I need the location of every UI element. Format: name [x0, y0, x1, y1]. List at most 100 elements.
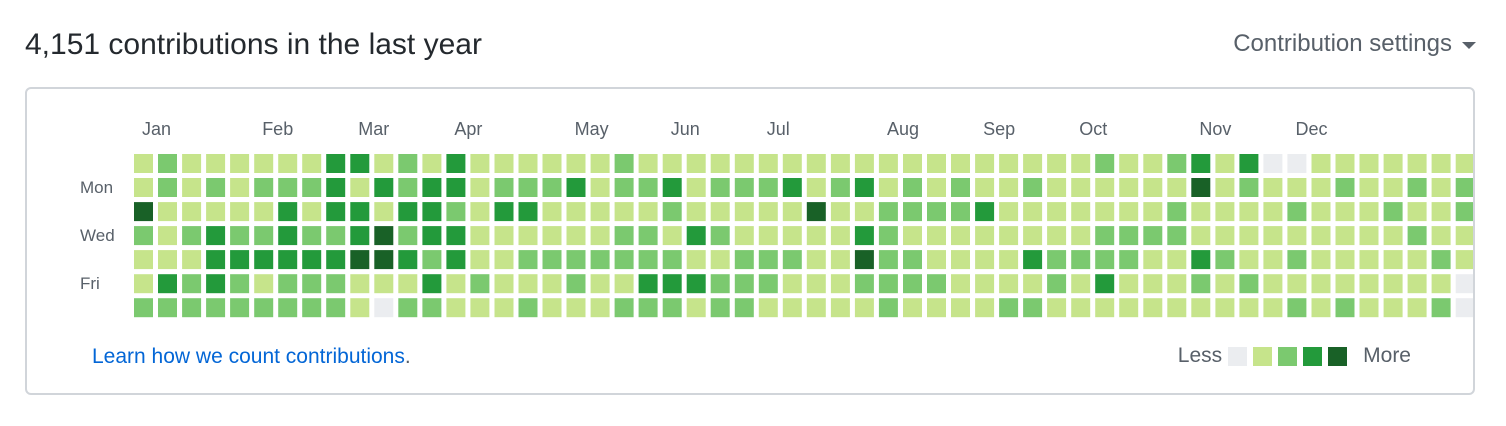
day-cell[interactable] — [782, 298, 802, 318]
day-cell[interactable] — [1335, 202, 1355, 222]
day-cell[interactable] — [1455, 274, 1473, 294]
day-cell[interactable] — [1191, 178, 1211, 197]
day-cell[interactable] — [1407, 202, 1427, 222]
day-cell[interactable] — [374, 250, 394, 270]
day-cell[interactable] — [782, 250, 802, 270]
day-cell[interactable] — [662, 154, 682, 173]
day-cell[interactable] — [951, 202, 970, 222]
day-cell[interactable] — [1263, 202, 1283, 222]
day-cell[interactable] — [446, 298, 466, 318]
day-cell[interactable] — [686, 202, 706, 222]
day-cell[interactable] — [903, 298, 922, 318]
day-cell[interactable] — [566, 154, 586, 173]
day-cell[interactable] — [470, 250, 490, 270]
day-cell[interactable] — [878, 202, 898, 222]
day-cell[interactable] — [782, 154, 802, 173]
day-cell[interactable] — [1311, 250, 1331, 270]
day-cell[interactable] — [951, 274, 970, 294]
day-cell[interactable] — [590, 298, 610, 318]
day-cell[interactable] — [903, 226, 922, 246]
day-cell[interactable] — [398, 250, 418, 270]
day-cell[interactable] — [903, 274, 922, 294]
day-cell[interactable] — [1119, 202, 1139, 222]
day-cell[interactable] — [518, 178, 538, 197]
day-cell[interactable] — [254, 298, 274, 318]
day-cell[interactable] — [927, 250, 946, 270]
day-cell[interactable] — [638, 226, 658, 246]
day-cell[interactable] — [878, 298, 898, 318]
day-cell[interactable] — [806, 154, 826, 173]
day-cell[interactable] — [1287, 202, 1307, 222]
day-cell[interactable] — [830, 250, 850, 270]
day-cell[interactable] — [975, 178, 995, 197]
day-cell[interactable] — [782, 202, 802, 222]
day-cell[interactable] — [758, 226, 778, 246]
day-cell[interactable] — [566, 226, 586, 246]
day-cell[interactable] — [686, 274, 706, 294]
day-cell[interactable] — [1095, 178, 1115, 197]
day-cell[interactable] — [854, 250, 874, 270]
day-cell[interactable] — [662, 226, 682, 246]
day-cell[interactable] — [854, 298, 874, 318]
day-cell[interactable] — [518, 226, 538, 246]
day-cell[interactable] — [494, 250, 514, 270]
day-cell[interactable] — [710, 178, 730, 197]
day-cell[interactable] — [590, 274, 610, 294]
day-cell[interactable] — [278, 178, 298, 197]
day-cell[interactable] — [638, 178, 658, 197]
day-cell[interactable] — [182, 274, 202, 294]
day-cell[interactable] — [494, 178, 514, 197]
day-cell[interactable] — [158, 202, 177, 222]
day-cell[interactable] — [999, 250, 1019, 270]
day-cell[interactable] — [1191, 298, 1211, 318]
day-cell[interactable] — [1047, 298, 1067, 318]
day-cell[interactable] — [614, 226, 634, 246]
day-cell[interactable] — [806, 226, 826, 246]
day-cell[interactable] — [1215, 274, 1235, 294]
day-cell[interactable] — [1455, 178, 1473, 197]
day-cell[interactable] — [1095, 154, 1115, 173]
day-cell[interactable] — [350, 250, 370, 270]
day-cell[interactable] — [254, 250, 274, 270]
day-cell[interactable] — [975, 250, 995, 270]
day-cell[interactable] — [1095, 250, 1115, 270]
day-cell[interactable] — [302, 154, 322, 173]
day-cell[interactable] — [878, 178, 898, 197]
day-cell[interactable] — [422, 274, 442, 294]
day-cell[interactable] — [1455, 226, 1473, 246]
day-cell[interactable] — [1215, 226, 1235, 246]
day-cell[interactable] — [1407, 226, 1427, 246]
day-cell[interactable] — [1215, 154, 1235, 173]
day-cell[interactable] — [1287, 298, 1307, 318]
day-cell[interactable] — [1047, 274, 1067, 294]
day-cell[interactable] — [542, 298, 562, 318]
day-cell[interactable] — [1191, 250, 1211, 270]
day-cell[interactable] — [278, 298, 298, 318]
day-cell[interactable] — [1023, 274, 1043, 294]
day-cell[interactable] — [1143, 154, 1163, 173]
day-cell[interactable] — [1311, 202, 1331, 222]
day-cell[interactable] — [182, 154, 202, 173]
day-cell[interactable] — [278, 202, 298, 222]
day-cell[interactable] — [1047, 250, 1067, 270]
day-cell[interactable] — [999, 154, 1019, 173]
day-cell[interactable] — [566, 178, 586, 197]
day-cell[interactable] — [758, 202, 778, 222]
day-cell[interactable] — [1359, 226, 1379, 246]
day-cell[interactable] — [878, 226, 898, 246]
day-cell[interactable] — [1119, 178, 1139, 197]
contribution-settings-dropdown[interactable]: Contribution settings — [1233, 30, 1476, 58]
day-cell[interactable] — [830, 274, 850, 294]
day-cell[interactable] — [1311, 274, 1331, 294]
day-cell[interactable] — [951, 154, 970, 173]
day-cell[interactable] — [1167, 202, 1187, 222]
day-cell[interactable] — [278, 250, 298, 270]
day-cell[interactable] — [1359, 298, 1379, 318]
day-cell[interactable] — [951, 250, 970, 270]
day-cell[interactable] — [470, 298, 490, 318]
day-cell[interactable] — [734, 178, 754, 197]
day-cell[interactable] — [1167, 298, 1187, 318]
day-cell[interactable] — [1263, 154, 1283, 173]
day-cell[interactable] — [686, 298, 706, 318]
day-cell[interactable] — [1071, 274, 1091, 294]
